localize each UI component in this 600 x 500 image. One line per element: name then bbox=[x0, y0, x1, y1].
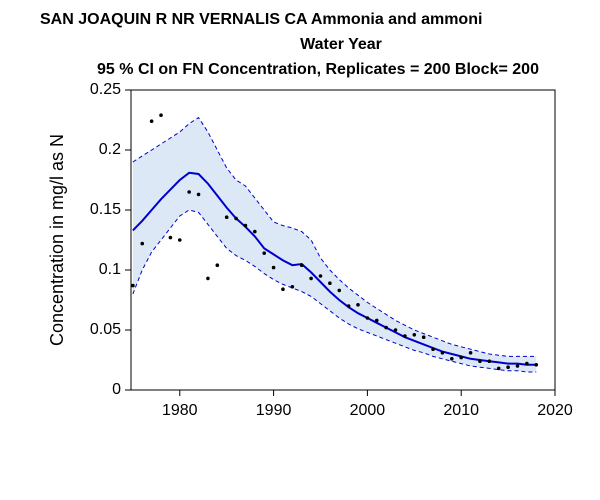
observed-point bbox=[149, 119, 154, 123]
observed-point bbox=[206, 276, 210, 281]
ci-bound bbox=[132, 209, 537, 373]
observed-point bbox=[243, 223, 248, 228]
observed-point bbox=[478, 359, 482, 364]
observed-point bbox=[281, 287, 285, 292]
ci-band-fill bbox=[132, 117, 537, 372]
y-tick-label: 0.25 bbox=[90, 81, 121, 98]
x-tick-label: 1980 bbox=[162, 402, 198, 419]
observed-point bbox=[450, 357, 454, 361]
observed-point bbox=[346, 304, 351, 308]
observed-point bbox=[140, 241, 145, 246]
observed-point bbox=[299, 263, 304, 268]
observed-point bbox=[487, 359, 492, 364]
observed-point bbox=[374, 318, 379, 323]
observed-point bbox=[234, 216, 238, 221]
y-tick-label: 0.05 bbox=[90, 321, 121, 338]
observed-point bbox=[318, 274, 323, 278]
observed-point bbox=[215, 263, 220, 268]
chart-title: SAN JOAQUIN R NR VERNALIS CA Ammonia and… bbox=[40, 11, 482, 28]
observed-point bbox=[224, 215, 229, 219]
x-tick-label: 1990 bbox=[256, 402, 292, 419]
observed-point bbox=[159, 113, 163, 117]
observed-point bbox=[534, 363, 539, 367]
observed-point bbox=[309, 276, 313, 281]
observed-point bbox=[525, 361, 529, 366]
x-tick-label: 2010 bbox=[443, 402, 479, 419]
observed-point bbox=[393, 328, 398, 332]
y-tick-label: 0.15 bbox=[90, 201, 121, 218]
observed-point bbox=[131, 283, 135, 288]
x-tick-label: 2000 bbox=[350, 402, 386, 419]
observed-point bbox=[384, 325, 388, 330]
observed-point bbox=[496, 366, 501, 371]
chart-subtitle: 95 % CI on FN Concentration, Replicates … bbox=[97, 61, 539, 78]
chart-subtitle: Water Year bbox=[300, 36, 382, 53]
observed-point bbox=[253, 229, 257, 234]
observed-point bbox=[328, 281, 332, 286]
observed-point bbox=[271, 265, 276, 270]
observed-point bbox=[440, 351, 445, 355]
observed-point bbox=[459, 355, 463, 360]
plot-frame bbox=[130, 89, 556, 391]
y-tick-label: 0 bbox=[112, 381, 121, 398]
y-tick-label: 0.1 bbox=[99, 261, 121, 278]
y-axis-label: Concentration in mg/l as N bbox=[47, 134, 67, 346]
observed-point bbox=[403, 334, 407, 338]
observed-point bbox=[356, 303, 360, 307]
observed-point bbox=[412, 333, 417, 337]
observed-point bbox=[515, 364, 520, 368]
observed-point bbox=[168, 235, 173, 240]
observed-point bbox=[196, 192, 201, 197]
observed-point bbox=[177, 238, 182, 242]
trend-line bbox=[132, 171, 537, 366]
observed-point bbox=[506, 365, 510, 370]
observed-point bbox=[365, 316, 370, 320]
observed-point bbox=[187, 190, 191, 194]
observed-point bbox=[431, 347, 435, 352]
x-tick-label: 2020 bbox=[537, 402, 573, 419]
y-tick-label: 0.2 bbox=[99, 141, 121, 158]
observed-point bbox=[290, 285, 295, 289]
observed-point bbox=[421, 335, 426, 340]
observed-point bbox=[468, 351, 473, 355]
observed-point bbox=[262, 251, 267, 255]
ci-bound bbox=[132, 116, 537, 357]
observed-point bbox=[337, 288, 342, 293]
